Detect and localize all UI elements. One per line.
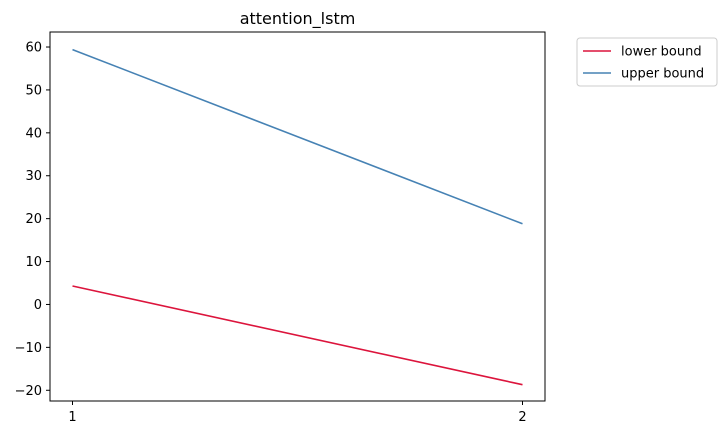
y-tick-label: 10 <box>25 255 42 270</box>
y-tick-label: −20 <box>15 384 42 399</box>
x-tick-label: 2 <box>518 410 526 425</box>
series-line-upper-bound <box>72 48 523 225</box>
y-tick-label: 20 <box>25 212 42 227</box>
legend-label-upper-bound: upper bound <box>621 67 704 82</box>
chart-title: attention_lstm <box>240 9 356 29</box>
plot-lines <box>72 48 523 386</box>
x-tick-label: 1 <box>68 410 76 425</box>
legend: lower bound upper bound <box>576 37 718 87</box>
y-tick-label: 40 <box>25 126 42 141</box>
series-line-lower-bound <box>72 285 523 386</box>
y-tick-label: 30 <box>25 169 42 184</box>
legend-label-lower-bound: lower bound <box>621 45 702 60</box>
y-tick-label: 0 <box>34 298 42 313</box>
y-axis: −20 −10 0 10 20 30 40 50 60 <box>15 41 50 399</box>
y-tick-label: 50 <box>25 83 42 98</box>
y-tick-label: 60 <box>25 41 42 56</box>
legend-box <box>576 37 718 87</box>
plot-frame <box>49 31 546 402</box>
y-tick-label: −10 <box>15 341 42 356</box>
